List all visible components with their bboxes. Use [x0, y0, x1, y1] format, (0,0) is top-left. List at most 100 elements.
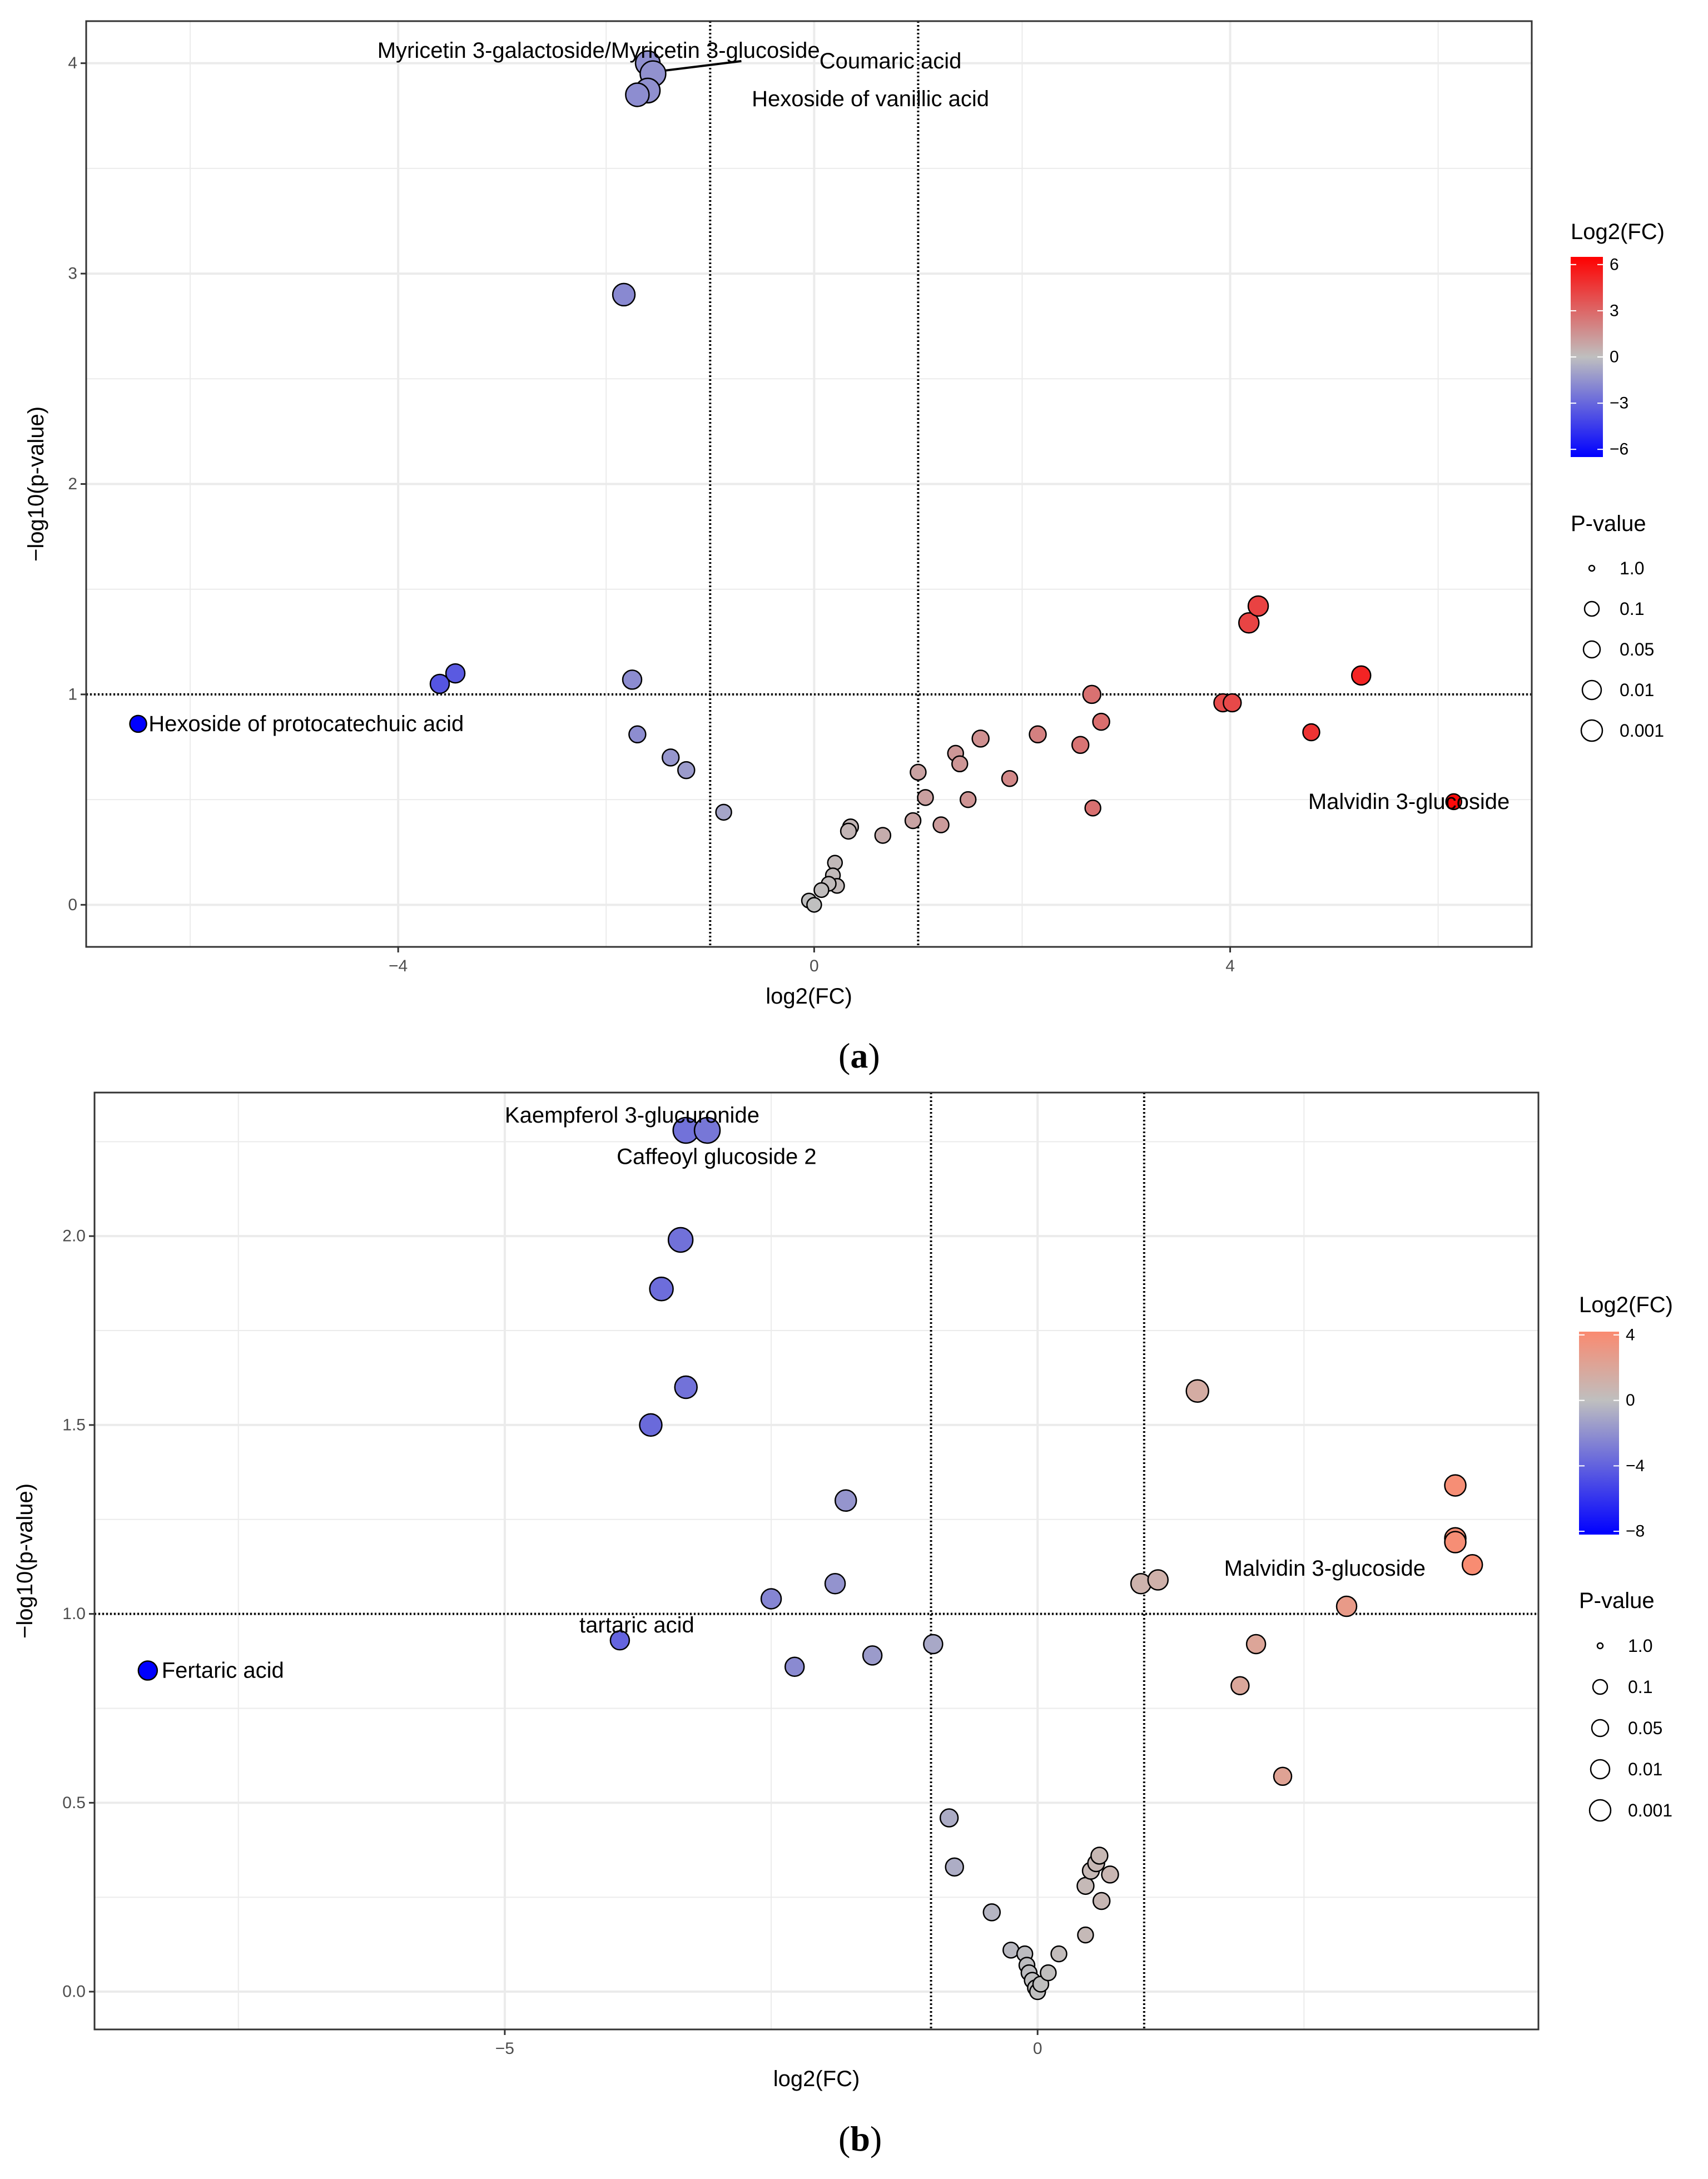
- data-point: [609, 1630, 630, 1651]
- data-point: [1071, 736, 1090, 754]
- data-point: [1076, 1877, 1095, 1895]
- size-legend-key: [1596, 1642, 1604, 1650]
- size-legend-key: [1588, 1799, 1612, 1822]
- data-point: [951, 755, 969, 773]
- size-legend-key: [1580, 719, 1603, 742]
- data-point: [806, 897, 822, 913]
- data-point: [824, 1573, 846, 1595]
- data-point: [923, 1634, 944, 1655]
- size-legend-label: 0.001: [1620, 721, 1664, 741]
- data-point: [1445, 793, 1462, 811]
- data-point: [760, 1588, 782, 1610]
- data-point: [1001, 770, 1019, 787]
- data-point: [429, 673, 450, 694]
- x-axis-title: log2(FC): [766, 984, 852, 1009]
- y-tick-label: 2.0: [62, 1227, 86, 1245]
- annotation-label: Hexoside of protocatechuic acid: [148, 712, 464, 736]
- chart-panel-b: Kaempferol 3-glucuronide Caffeoyl glucosi…: [13, 1091, 1673, 2091]
- size-legend-label: 0.01: [1620, 680, 1654, 700]
- panel-a-letter: a: [850, 1036, 868, 1075]
- data-point: [622, 669, 643, 690]
- data-point: [1002, 1942, 1020, 1959]
- x-tick-label: 0: [810, 957, 819, 975]
- data-point: [693, 1116, 721, 1144]
- annotation-label: Myricetin 3-galactoside/Myricetin 3-gluc…: [378, 38, 820, 63]
- x-axis-title: log2(FC): [773, 2067, 860, 2091]
- data-point: [959, 791, 977, 808]
- gridlines: [86, 21, 1532, 947]
- color-legend-title: Log2(FC): [1579, 1293, 1673, 1317]
- color-legend-tick-label: −8: [1626, 1522, 1645, 1541]
- y-axis-title: −log10(p-value): [24, 406, 48, 562]
- data-point: [649, 1277, 674, 1302]
- color-legend-tick-label: 4: [1626, 1326, 1635, 1344]
- data-point: [834, 1489, 857, 1512]
- size-legend-label: 0.05: [1620, 639, 1654, 659]
- x-tick-label: 0: [1033, 2039, 1042, 2058]
- data-point: [862, 1645, 883, 1666]
- data-point: [674, 1375, 698, 1399]
- data-point: [1302, 723, 1320, 742]
- data-point: [1147, 1569, 1169, 1591]
- data-point: [813, 882, 830, 899]
- data-point: [1082, 684, 1102, 704]
- y-tick-label: 1: [68, 685, 77, 703]
- data-point: [1040, 1964, 1057, 1982]
- data-point: [625, 82, 650, 107]
- annotation-label: Kaempferol 3-glucuronide: [505, 1103, 759, 1128]
- data-point: [910, 763, 927, 781]
- data-point: [661, 748, 680, 767]
- color-legend-tick-label: 3: [1610, 301, 1619, 320]
- annotation-label: Hexoside of vanillic acid: [752, 87, 989, 111]
- color-legend-title: Log2(FC): [1571, 220, 1665, 244]
- data-point: [917, 789, 934, 806]
- size-legend-label: 0.01: [1628, 1759, 1662, 1779]
- data-point: [1335, 1595, 1358, 1617]
- annotation-label: Malvidin 3-glucoside: [1224, 1556, 1426, 1581]
- color-legend-tick-label: 0: [1626, 1391, 1635, 1409]
- y-tick-label: 0.5: [62, 1794, 86, 1812]
- size-legend-key: [1590, 1759, 1611, 1780]
- size-legend-key: [1583, 600, 1600, 617]
- y-tick-label: 0: [68, 896, 77, 914]
- data-point: [1444, 1531, 1467, 1553]
- data-point: [137, 1660, 158, 1681]
- data-point: [971, 729, 990, 748]
- data-point: [1185, 1379, 1209, 1403]
- data-point: [945, 1857, 964, 1877]
- data-point: [667, 1227, 694, 1253]
- color-legend-tick-label: −4: [1626, 1457, 1645, 1475]
- x-tick-label: −5: [495, 2039, 514, 2058]
- y-tick-label: 4: [68, 54, 77, 72]
- plot-background: [95, 1093, 1538, 2029]
- y-tick-label: 1.5: [62, 1416, 86, 1434]
- data-point: [1230, 1676, 1250, 1695]
- color-legend-tick-label: −3: [1610, 394, 1628, 413]
- data-point: [1350, 665, 1372, 686]
- color-legend-tick-label: 0: [1610, 348, 1619, 366]
- data-point: [1077, 1926, 1094, 1944]
- data-point: [1092, 712, 1110, 731]
- data-points: [137, 1116, 1483, 2001]
- plot-border: [93, 1091, 1540, 2031]
- data-point: [1029, 725, 1047, 744]
- data-points: [129, 50, 1462, 913]
- size-legend-key: [1591, 1719, 1610, 1738]
- data-point: [1223, 693, 1242, 713]
- data-point: [612, 282, 636, 307]
- annotation-label: tartaric acid: [579, 1613, 694, 1637]
- color-legend: Log2(FC) 6 3 0 −3 −6: [1571, 220, 1665, 459]
- size-legend-title: P-value: [1571, 512, 1646, 536]
- data-point: [445, 663, 466, 684]
- data-point: [1084, 800, 1101, 817]
- y-axis-title: −log10(p-value): [13, 1483, 37, 1639]
- y-tick-label: 2: [68, 475, 77, 493]
- data-point: [932, 816, 950, 833]
- annotation-label: Caffeoyl glucoside 2: [617, 1145, 817, 1169]
- data-point: [784, 1656, 805, 1677]
- data-point: [1092, 1892, 1111, 1910]
- data-point: [628, 725, 647, 744]
- x-tick-label: −4: [389, 957, 408, 975]
- data-point: [1090, 1847, 1109, 1865]
